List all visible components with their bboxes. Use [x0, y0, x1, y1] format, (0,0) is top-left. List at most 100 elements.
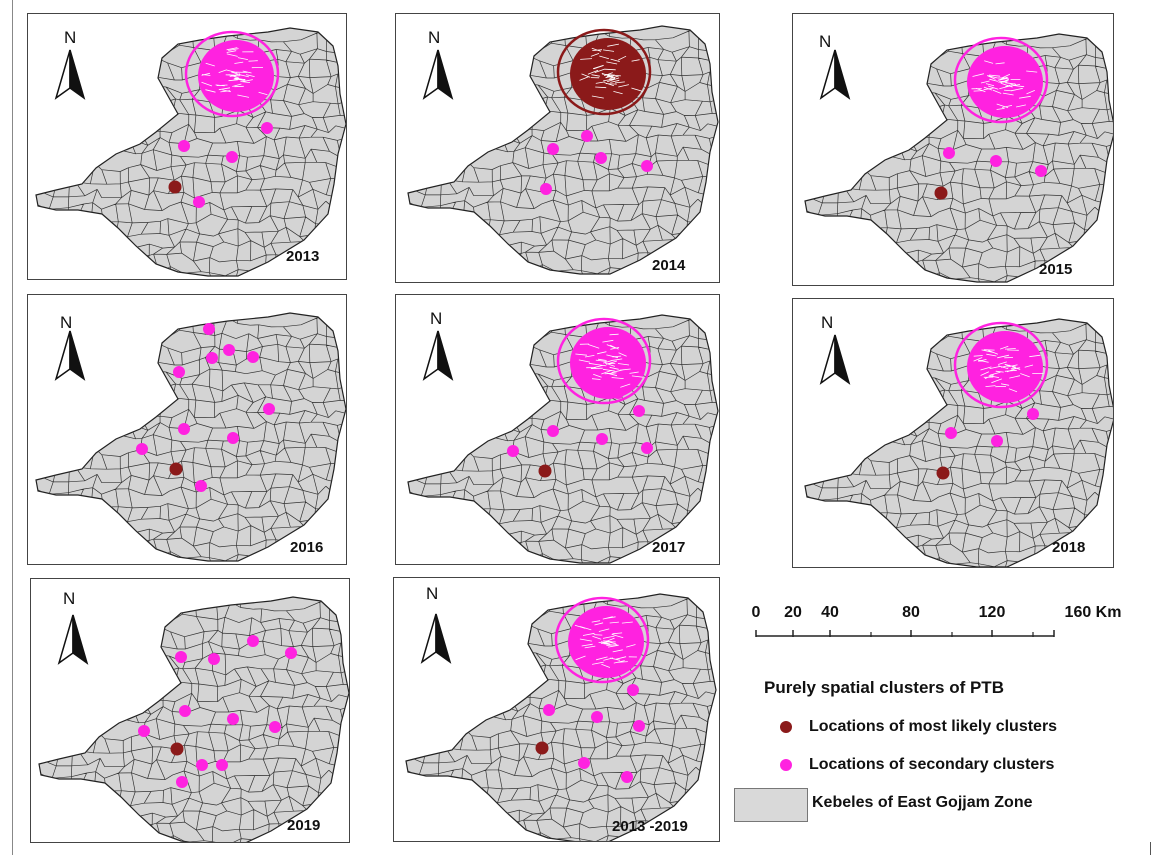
scale-bar: 0 20 40 80 120 160 Km: [740, 598, 1150, 648]
zone-map-group: [405, 593, 717, 841]
secondary-cluster-dot: [173, 366, 185, 378]
secondary-cluster-dot: [227, 713, 239, 725]
north-arrow-icon: [819, 334, 851, 385]
scale-label-160: 160 Km: [1064, 604, 1122, 621]
secondary-cluster-dot: [247, 351, 259, 363]
secondary-cluster-dot: [633, 720, 645, 732]
scale-label-120: 120: [978, 604, 1006, 621]
most-likely-cluster-dot: [170, 742, 184, 756]
secondary-cluster-dot: [136, 443, 148, 455]
zone-map-2018: [804, 318, 1113, 567]
legend-label-secondary: Locations of secondary clusters: [809, 756, 1055, 773]
map-panel-2016: N 2016: [27, 294, 347, 565]
zone-map-2013-2019: [405, 593, 717, 841]
secondary-cluster-dot: [175, 651, 187, 663]
zone-map-group: [804, 33, 1113, 283]
zone-map-2014: [407, 25, 719, 275]
zone-map-2013: [35, 27, 346, 277]
secondary-cluster-dot: [261, 122, 273, 134]
legend-title: Purely spatial clusters of PTB: [764, 678, 1004, 697]
secondary-cluster-dot: [178, 140, 190, 152]
secondary-cluster-dot: [1035, 165, 1047, 177]
scale-label-20: 20: [784, 604, 802, 621]
secondary-cluster-dot: [193, 196, 205, 208]
zone-map-2017: [407, 314, 719, 564]
north-arrow-icon: [57, 614, 89, 665]
scale-label-80: 80: [902, 604, 920, 621]
secondary-cluster-dot: [627, 684, 639, 696]
secondary-cluster-dot: [138, 725, 150, 737]
secondary-cluster-dot: [596, 433, 608, 445]
secondary-cluster-dot: [227, 432, 239, 444]
frame-left-line: [12, 0, 13, 855]
frame-corner-mark: [1150, 842, 1157, 855]
secondary-cluster-area: [556, 317, 652, 405]
map-panel-2014: N 2014: [395, 13, 720, 283]
zone-map-2019: [38, 596, 349, 842]
secondary-cluster-dot: [633, 405, 645, 417]
zone-map-group: [38, 596, 349, 842]
year-label-2019: 2019: [287, 817, 321, 834]
secondary-cluster-dot: [196, 759, 208, 771]
secondary-cluster-dot: [1027, 408, 1039, 420]
most-likely-cluster-dot: [538, 464, 552, 478]
secondary-cluster-dot: [216, 759, 228, 771]
map-panel-2019: N 2019: [30, 578, 350, 843]
secondary-cluster-area: [554, 596, 650, 684]
secondary-cluster-dot: [178, 423, 190, 435]
zone-map-2015: [804, 33, 1113, 283]
secondary-cluster-dot: [991, 435, 1003, 447]
legend-swatch-kebele: [734, 788, 808, 822]
year-label-2013: 2013: [286, 248, 320, 265]
zone-outline: [38, 596, 349, 842]
secondary-cluster-dot: [223, 344, 235, 356]
secondary-cluster-dot: [595, 152, 607, 164]
most-likely-cluster-dot: [535, 741, 549, 755]
north-arrow-icon: [819, 49, 851, 100]
secondary-cluster-dot: [206, 352, 218, 364]
zone-map-2016: [35, 312, 346, 562]
secondary-cluster-dot: [285, 647, 297, 659]
scale-label-40: 40: [821, 604, 839, 621]
most-likely-cluster-dot: [169, 462, 183, 476]
legend: Purely spatial clusters of PTB Locations…: [726, 670, 1156, 830]
secondary-cluster-dot: [641, 160, 653, 172]
secondary-cluster-dot: [945, 427, 957, 439]
secondary-cluster-dot: [943, 147, 955, 159]
year-label-2016: 2016: [290, 539, 324, 556]
secondary-cluster-dot: [540, 183, 552, 195]
secondary-cluster-dot: [612, 387, 624, 399]
secondary-cluster-dot: [581, 130, 593, 142]
north-label: N: [821, 313, 834, 332]
secondary-cluster-area: [953, 36, 1049, 124]
secondary-cluster-dot: [269, 721, 281, 733]
zone-map-group: [35, 312, 346, 562]
zone-map-group: [804, 318, 1113, 567]
year-label-2017: 2017: [652, 539, 686, 556]
north-label: N: [63, 589, 76, 608]
secondary-cluster-area: [953, 321, 1049, 409]
secondary-cluster-dot: [543, 704, 555, 716]
secondary-cluster-dot: [247, 635, 259, 647]
map-panel-2018: N 2018: [792, 298, 1114, 568]
scale-bar-line: [755, 630, 1055, 637]
zone-map-group: [407, 314, 719, 564]
secondary-cluster-dot: [990, 155, 1002, 167]
map-panel-2013: N 2013: [27, 13, 347, 280]
year-label-2018: 2018: [1052, 539, 1086, 556]
north-label: N: [60, 313, 73, 332]
map-panel-2015: N 2015: [792, 13, 1114, 286]
secondary-cluster-dot: [263, 403, 275, 415]
secondary-cluster-dot: [621, 771, 633, 783]
legend-swatch-secondary: [780, 759, 792, 771]
secondary-cluster-dot: [208, 653, 220, 665]
map-panel-2017: N 2017: [395, 294, 720, 565]
secondary-cluster-dot: [591, 711, 603, 723]
north-arrow-icon: [54, 330, 86, 381]
legend-label-primary: Locations of most likely clusters: [809, 718, 1058, 735]
north-arrow-icon: [422, 49, 454, 100]
north-arrow-icon: [54, 49, 86, 100]
north-label: N: [819, 32, 832, 51]
zone-map-group: [35, 27, 346, 277]
most-likely-cluster-dot: [936, 466, 950, 480]
